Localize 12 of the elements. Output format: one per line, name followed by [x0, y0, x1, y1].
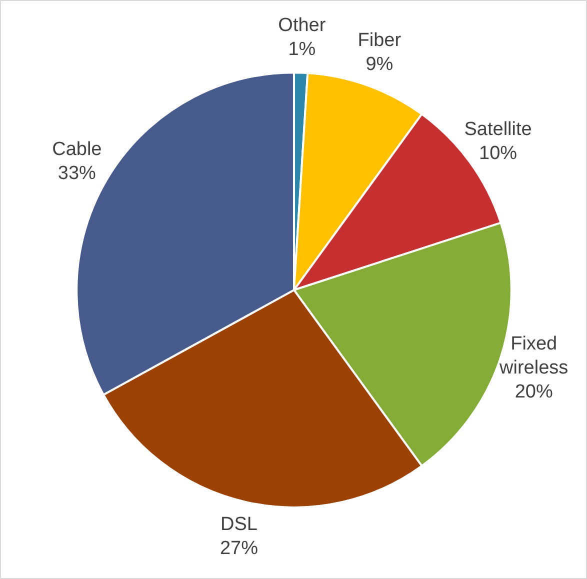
data-label: 33% — [58, 162, 96, 184]
data-label: 27% — [220, 538, 258, 559]
data-label: 9% — [366, 54, 394, 75]
slice-label: Other — [278, 15, 326, 36]
data-label: 20% — [514, 381, 553, 402]
slice-label: Fiber — [358, 30, 402, 51]
data-label: 1% — [288, 39, 316, 60]
slice-label: DSL — [220, 514, 258, 535]
slice-label: Cable — [52, 138, 102, 160]
slice-label: Satellite — [464, 119, 532, 140]
data-label: 10% — [479, 143, 518, 164]
slice-label: Fixed wireless — [498, 334, 568, 379]
